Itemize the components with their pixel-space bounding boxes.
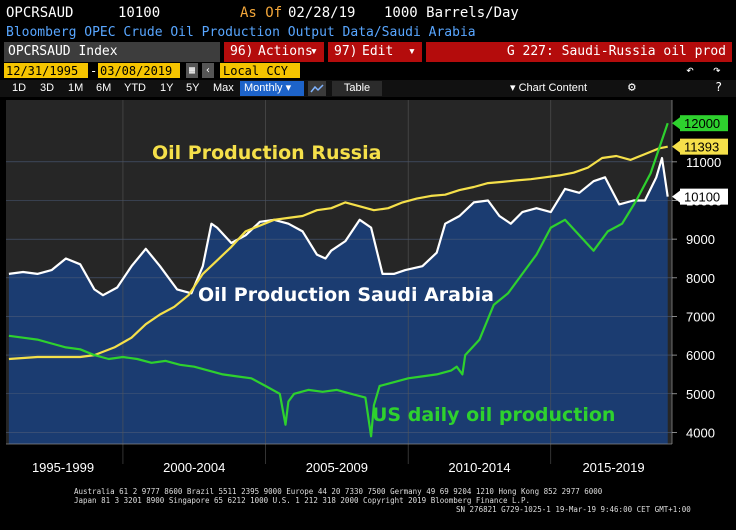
footer: Australia 61 2 9777 8600 Brazil 5511 239… <box>0 484 736 530</box>
edit-label: Edit <box>362 44 394 59</box>
saudi-area-fill <box>8 158 668 444</box>
index-label: OPCRSAUD Index <box>8 44 118 59</box>
last-value: 10100 <box>118 5 161 21</box>
edit-number: 97) <box>334 44 358 59</box>
description-row: Bloomberg OPEC Crude Oil Production Outp… <box>0 24 736 42</box>
last-value-text: 12000 <box>684 116 720 131</box>
chart-content-label: Chart Content <box>518 82 588 94</box>
chevron-down-icon: ▾ <box>408 44 416 59</box>
page-title: G 227: Saudi-Russia oil prod <box>506 44 726 59</box>
y-tick-label: 11000 <box>686 155 721 170</box>
y-tick-label: 6000 <box>686 348 715 363</box>
redo-icon[interactable]: ↷ <box>713 63 721 78</box>
y-tick-label: 9000 <box>686 232 715 247</box>
footer-session: SN 276821 G729-1025-1 19-Mar-19 9:46:00 … <box>456 505 691 514</box>
period-6m[interactable]: 6M <box>96 82 112 94</box>
period-1d[interactable]: 1D <box>12 82 27 94</box>
y-tick-label: 4000 <box>686 425 715 440</box>
last-value-text: 11393 <box>684 140 719 155</box>
annotation-label: Oil Production Saudi Arabia <box>198 284 494 306</box>
actions-number: 96) <box>230 44 254 59</box>
frequency-value: Monthly <box>244 82 283 94</box>
end-date-field[interactable]: 03/08/2019 <box>98 63 180 78</box>
series-lines <box>8 122 669 438</box>
last-value-pointer <box>672 190 680 203</box>
period-1y[interactable]: 1Y <box>160 82 174 94</box>
x-period-label: 1995-1999 <box>32 460 94 475</box>
series-line-saudi <box>8 156 669 297</box>
x-period-label: 2015-2019 <box>582 460 644 475</box>
annotations: Oil Production Russia Oil Production Saud… <box>152 142 615 426</box>
chevron-down-icon: ▾ <box>510 82 519 94</box>
y-tick-label: 5000 <box>686 387 715 402</box>
page-title-bar: G 227: Saudi-Russia oil prod <box>426 42 732 62</box>
help-icon[interactable]: ? <box>715 80 723 94</box>
last-value-pointer <box>672 117 680 130</box>
last-value-box <box>680 138 728 155</box>
chart-content-button[interactable]: ▾ Chart Content <box>510 81 620 96</box>
security-header: OPCRSAUD 10100 As Of 02/28/19 1000 Barre… <box>0 0 736 24</box>
ticker[interactable]: OPCRSAUD <box>6 5 74 21</box>
start-date-value: 12/31/1995 <box>6 64 79 78</box>
last-value-box <box>680 115 728 132</box>
chevron-down-icon: ▾ <box>285 82 292 94</box>
frequency-select[interactable]: Monthly ▾ <box>240 81 304 96</box>
period-ytd[interactable]: YTD <box>124 82 146 94</box>
currency-select[interactable]: Local CCY <box>220 63 300 78</box>
table-button[interactable]: Table <box>332 81 382 96</box>
last-value-box <box>680 188 728 205</box>
oil-production-chart: 4000500060007000800090001000011000 1995-… <box>6 100 728 475</box>
series-line-russia <box>8 145 668 361</box>
x-axis: 1995-1999 2000-2004 2005-2009 2010-2014 2015… <box>6 443 672 475</box>
actions-menu-button[interactable]: 96) Actions ▾ <box>224 42 324 62</box>
start-date-field[interactable]: 12/31/1995 <box>4 63 88 78</box>
date-range-row: 12/31/1995 - 03/08/2019 ▦ ‹ Local CCY ↶ … <box>0 63 736 79</box>
period-3d[interactable]: 3D <box>40 82 55 94</box>
annotation-label: Oil Production Russia <box>152 142 381 164</box>
saudi-area <box>8 158 668 444</box>
last-value-text: 10100 <box>684 190 720 205</box>
last-value-pointer <box>672 140 680 153</box>
period-max[interactable]: Max <box>213 82 234 94</box>
x-period-label: 2005-2009 <box>306 460 368 475</box>
last-value-labels: 12000 11393 10100 <box>672 115 728 205</box>
units-label: 1000 Barrels/Day <box>384 5 519 21</box>
calendar-icon[interactable]: ▦ <box>186 63 198 78</box>
y-tick-label: 8000 <box>686 271 715 286</box>
x-period-label: 2010-2014 <box>448 460 510 475</box>
annotation-label: US daily oil production <box>372 404 615 426</box>
security-description: Bloomberg OPEC Crude Oil Production Outp… <box>6 25 476 40</box>
period-bar: 1D 3D 1M 6M YTD 1Y 5Y Max Monthly ▾ Tabl… <box>0 80 736 97</box>
grid <box>6 100 672 464</box>
as-of-date: 02/28/19 <box>288 5 356 21</box>
period-1m[interactable]: 1M <box>68 82 84 94</box>
x-period-label: 2000-2004 <box>163 460 225 475</box>
actions-label: Actions <box>258 44 313 59</box>
as-of-label: As Of <box>240 5 283 21</box>
currency-value: Local CCY <box>223 64 289 78</box>
end-date-value: 03/08/2019 <box>100 64 173 78</box>
y-tick-label: 7000 <box>686 309 715 324</box>
date-separator: - <box>90 64 98 78</box>
chevron-down-icon: ▾ <box>310 44 318 59</box>
footer-contacts-1: Australia 61 2 9777 8600 Brazil 5511 239… <box>74 487 603 496</box>
chevron-left-icon[interactable]: ‹ <box>202 63 214 78</box>
edit-menu-button[interactable]: 97) Edit ▾ <box>328 42 422 62</box>
period-5y[interactable]: 5Y <box>186 82 200 94</box>
line-chart-glyph <box>310 84 324 93</box>
footer-contacts-2: Japan 81 3 3201 8900 Singapore 65 6212 1… <box>74 496 531 505</box>
undo-icon[interactable]: ↶ <box>686 63 694 78</box>
index-field[interactable]: OPCRSAUD Index <box>4 42 220 62</box>
series-line-us <box>8 122 669 438</box>
toolbar: OPCRSAUD Index 96) Actions ▾ 97) Edit ▾ … <box>0 42 736 62</box>
line-chart-icon[interactable] <box>308 81 326 96</box>
gear-icon[interactable]: ⚙ <box>628 80 636 95</box>
